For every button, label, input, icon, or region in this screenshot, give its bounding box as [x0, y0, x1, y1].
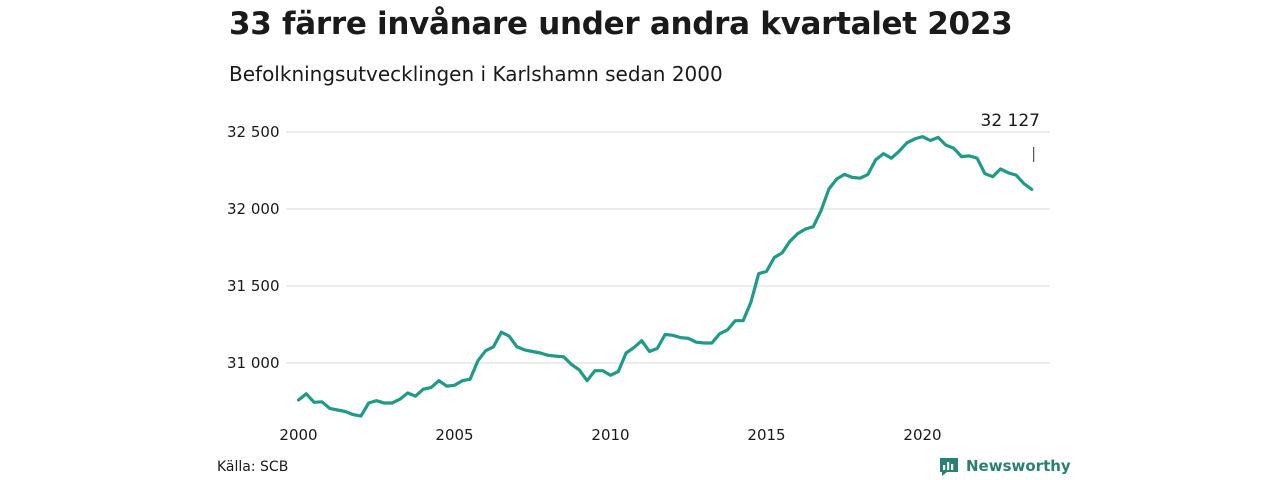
y-tick-label: 32 000 [227, 200, 280, 218]
brand-name: Newsworthy [966, 457, 1071, 475]
y-tick-label: 31 500 [227, 277, 280, 295]
x-tick-label: 2010 [591, 426, 629, 444]
x-tick-label: 2015 [747, 426, 785, 444]
brand-logo: Newsworthy [938, 455, 1071, 477]
chart-title: 33 färre invånare under andra kvartalet … [229, 6, 1013, 42]
x-tick-label: 2005 [435, 426, 473, 444]
annotation-label: 32 127 [981, 111, 1040, 131]
series-line [296, 135, 1034, 418]
newsworthy-icon [940, 458, 958, 476]
x-tick-label: 2000 [279, 426, 317, 444]
chart-subtitle: Befolkningsutvecklingen i Karlshamn seda… [229, 62, 723, 86]
source-label: Källa: SCB [217, 459, 289, 475]
y-tick-label: 31 000 [227, 354, 280, 372]
x-tick-label: 2020 [903, 426, 941, 444]
y-tick-label: 32 500 [227, 123, 280, 141]
